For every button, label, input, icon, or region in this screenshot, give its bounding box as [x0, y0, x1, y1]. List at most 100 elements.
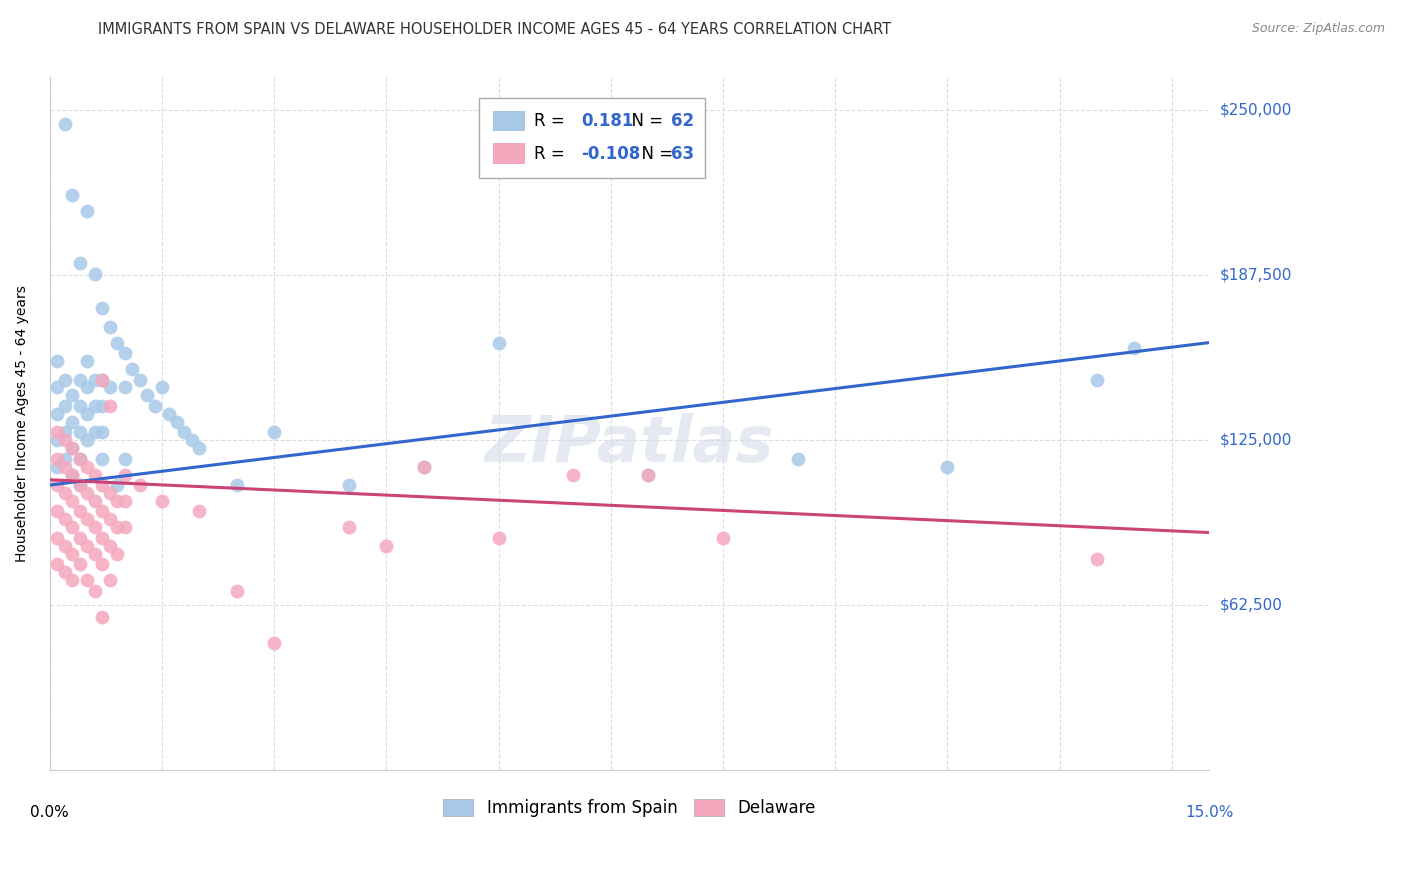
- Point: [150, 494, 173, 508]
- Point: [375, 539, 398, 553]
- Point: [98, 319, 121, 334]
- Point: [76, 407, 98, 421]
- Point: [60, 494, 83, 508]
- Point: [412, 459, 434, 474]
- Point: [76, 354, 98, 368]
- Point: [60, 467, 83, 482]
- Point: [105, 520, 128, 534]
- Point: [114, 520, 136, 534]
- Point: [69, 478, 91, 492]
- Point: [121, 362, 143, 376]
- Point: [46, 451, 69, 466]
- Point: [98, 539, 121, 553]
- Point: [188, 504, 211, 518]
- Y-axis label: Householder Income Ages 45 - 64 years: Householder Income Ages 45 - 64 years: [15, 285, 30, 562]
- Point: [60, 441, 83, 455]
- Point: [46, 504, 69, 518]
- Point: [53, 372, 76, 386]
- Point: [412, 459, 434, 474]
- Point: [105, 547, 128, 561]
- Point: [76, 512, 98, 526]
- Point: [166, 415, 188, 429]
- Point: [46, 407, 69, 421]
- Bar: [479, 98, 704, 178]
- Point: [91, 504, 114, 518]
- Point: [83, 520, 105, 534]
- Point: [91, 301, 114, 316]
- Point: [53, 539, 76, 553]
- Point: [53, 434, 76, 448]
- Point: [98, 486, 121, 500]
- Point: [76, 459, 98, 474]
- Text: N =: N =: [631, 145, 678, 162]
- Point: [91, 451, 114, 466]
- Text: $62,500: $62,500: [1220, 598, 1284, 613]
- Point: [69, 256, 91, 270]
- Point: [337, 520, 360, 534]
- Point: [128, 372, 150, 386]
- Point: [188, 441, 211, 455]
- Point: [637, 467, 659, 482]
- Point: [711, 531, 734, 545]
- Point: [76, 573, 98, 587]
- Point: [69, 531, 91, 545]
- Point: [1123, 341, 1146, 355]
- Point: [69, 478, 91, 492]
- Point: [60, 388, 83, 402]
- Point: [91, 372, 114, 386]
- Point: [76, 539, 98, 553]
- Point: [91, 478, 114, 492]
- Point: [60, 441, 83, 455]
- Point: [69, 425, 91, 440]
- Point: [53, 117, 76, 131]
- Point: [53, 565, 76, 579]
- Point: [936, 459, 959, 474]
- Point: [83, 372, 105, 386]
- Point: [83, 425, 105, 440]
- Text: 63: 63: [671, 145, 695, 162]
- Point: [60, 573, 83, 587]
- Point: [225, 583, 247, 598]
- Point: [114, 380, 136, 394]
- Point: [105, 494, 128, 508]
- Point: [69, 451, 91, 466]
- Point: [114, 451, 136, 466]
- Point: [181, 434, 204, 448]
- Point: [143, 399, 166, 413]
- Text: 0.181: 0.181: [581, 112, 633, 130]
- Point: [337, 478, 360, 492]
- Point: [60, 415, 83, 429]
- Text: $250,000: $250,000: [1220, 103, 1292, 118]
- Point: [114, 346, 136, 360]
- Point: [637, 467, 659, 482]
- Point: [83, 583, 105, 598]
- Point: [76, 380, 98, 394]
- Point: [53, 512, 76, 526]
- Point: [114, 494, 136, 508]
- Point: [60, 547, 83, 561]
- Point: [76, 434, 98, 448]
- Point: [114, 467, 136, 482]
- Point: [53, 451, 76, 466]
- Text: $187,500: $187,500: [1220, 268, 1292, 283]
- Point: [488, 335, 510, 350]
- Point: [46, 459, 69, 474]
- Point: [69, 558, 91, 572]
- Point: [83, 467, 105, 482]
- Bar: [492, 144, 524, 164]
- Point: [98, 512, 121, 526]
- Point: [69, 504, 91, 518]
- Legend: Immigrants from Spain, Delaware: Immigrants from Spain, Delaware: [437, 792, 823, 824]
- Point: [46, 354, 69, 368]
- Point: [60, 467, 83, 482]
- Point: [105, 335, 128, 350]
- Point: [60, 520, 83, 534]
- Point: [562, 467, 585, 482]
- Bar: [492, 111, 524, 131]
- Text: Source: ZipAtlas.com: Source: ZipAtlas.com: [1251, 22, 1385, 36]
- Point: [263, 636, 285, 650]
- Point: [83, 399, 105, 413]
- Point: [1085, 552, 1108, 566]
- Point: [46, 434, 69, 448]
- Point: [46, 531, 69, 545]
